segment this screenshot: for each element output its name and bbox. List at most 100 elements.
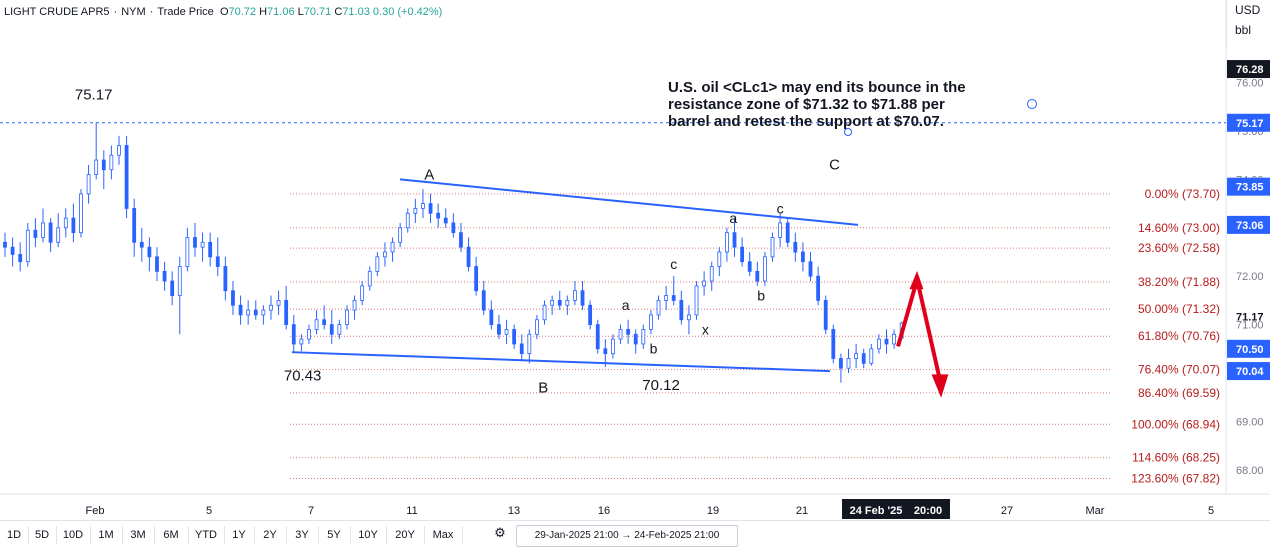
wave-label: A	[424, 166, 434, 183]
fib-level-label: 114.60% (68.25)	[1132, 451, 1220, 465]
arrow-down-head	[931, 374, 949, 398]
time-tick-label: 27	[1001, 505, 1013, 517]
candle-body	[177, 266, 182, 296]
candle-body	[603, 348, 608, 355]
candle-body	[33, 229, 38, 238]
range-button-max[interactable]: Max	[424, 526, 463, 544]
candle-body	[375, 256, 380, 272]
candle-body	[132, 208, 137, 243]
candle-body	[208, 241, 213, 258]
candle-body	[535, 319, 539, 335]
range-button-5y[interactable]: 5Y	[318, 526, 351, 544]
range-button-10d[interactable]: 10D	[56, 526, 91, 544]
candle-body	[253, 309, 258, 316]
candle-body	[557, 299, 562, 306]
wave-label: B	[538, 379, 548, 396]
candle-body	[291, 324, 296, 345]
candle-body	[656, 299, 661, 316]
candle-body	[170, 280, 175, 296]
price-label: 73.85	[1236, 182, 1264, 194]
candle-body	[801, 251, 805, 263]
annotation-text-line: barrel and retest the support at $70.07.	[668, 113, 944, 130]
range-button-20y[interactable]: 20Y	[386, 526, 425, 544]
range-button-10y[interactable]: 10Y	[350, 526, 387, 544]
candle-body	[808, 261, 813, 277]
candle-body	[763, 256, 767, 282]
fib-level-label: 86.40% (69.59)	[1138, 386, 1220, 400]
candle-body	[770, 237, 775, 258]
candle-body	[823, 299, 828, 330]
candle-body	[892, 333, 897, 345]
candle-body	[155, 256, 159, 272]
date-range-selector[interactable]: 29-Jan-2025 21:00 → 24-Feb-2025 21:00	[516, 525, 738, 547]
quantity-unit[interactable]: bbl	[1235, 23, 1252, 37]
time-tick-label: 5	[1208, 505, 1214, 517]
candle-body	[481, 290, 486, 311]
candle-body	[633, 333, 638, 345]
candle-body	[573, 290, 577, 301]
candle-body	[109, 154, 114, 171]
price-label: 71.17	[1236, 311, 1264, 323]
candle-body	[345, 309, 349, 325]
time-cursor-bg	[842, 499, 910, 519]
candle-body	[755, 270, 760, 282]
range-button-6m[interactable]: 6M	[154, 526, 189, 544]
price-label-bg	[1227, 177, 1270, 196]
range-button-5d[interactable]: 5D	[28, 526, 57, 544]
candle-body	[71, 217, 76, 234]
candle-body	[489, 309, 494, 325]
candle-body	[793, 241, 798, 253]
wave-label: C	[829, 157, 840, 174]
range-button-1y[interactable]: 1Y	[224, 526, 255, 544]
annotation-handle-icon	[844, 128, 852, 136]
legend-close-label: C	[334, 6, 343, 18]
price-label-bg	[1227, 215, 1270, 234]
range-button-1m[interactable]: 1M	[90, 526, 123, 544]
wave-label: b	[757, 287, 765, 303]
time-cursor-bg	[906, 499, 950, 519]
wave-label: 70.43	[284, 367, 322, 384]
time-tick-label: 11	[406, 505, 417, 517]
fib-level-label: 23.60% (72.58)	[1138, 241, 1220, 255]
candle-body	[405, 212, 410, 229]
candle-body	[322, 319, 327, 326]
fib-level-label: 0.00% (73.70)	[1145, 187, 1220, 201]
price-label-bg	[1227, 362, 1270, 381]
candle-body	[79, 193, 83, 234]
price-chart[interactable]: 68.0069.0070.0071.0072.0073.0074.0075.00…	[0, 0, 1270, 520]
wave-label: x	[702, 321, 709, 337]
candle-body	[329, 324, 334, 335]
currency-selector[interactable]: USD bbl	[1226, 0, 1270, 48]
candle-body	[816, 275, 821, 301]
candle-body	[466, 246, 471, 267]
candle-body	[709, 266, 714, 282]
candle-body	[436, 212, 441, 219]
chart-legend: LIGHT CRUDE APR5 · NYM · Trade Price O70.72 …	[4, 6, 443, 18]
range-button-3m[interactable]: 3M	[122, 526, 155, 544]
legend-close: 71.03	[342, 6, 370, 18]
currency-unit[interactable]: USD	[1235, 3, 1261, 17]
range-button-1d[interactable]: 1D	[0, 526, 29, 544]
price-label: 70.04	[1236, 366, 1264, 378]
candle-body	[694, 285, 699, 316]
candle-body	[839, 358, 843, 369]
candle-body	[63, 217, 68, 229]
gear-icon[interactable]: ⚙	[494, 525, 506, 540]
time-tick-label: 5	[206, 505, 212, 517]
range-button-ytd[interactable]: YTD	[188, 526, 225, 544]
candle-body	[785, 222, 790, 243]
candle-body	[94, 159, 99, 175]
range-button-3y[interactable]: 3Y	[286, 526, 319, 544]
candle-body	[307, 329, 311, 340]
candle-body	[428, 203, 433, 214]
candle-body	[41, 222, 45, 238]
candle-body	[390, 241, 395, 253]
range-button-2y[interactable]: 2Y	[254, 526, 287, 544]
price-label-bg	[1227, 60, 1270, 79]
price-tick-label: 68.00	[1236, 465, 1264, 477]
candle-body	[276, 299, 281, 306]
legend-symbol: LIGHT CRUDE APR5	[4, 6, 110, 18]
time-tick-label: 24 Feb '25	[850, 505, 903, 517]
bottom-toolbar: 1D 5D 10D 1M 3M 6M YTD 1Y 2Y 3Y 5Y 10Y 20Y Max ⚙ 29-J…	[0, 520, 1270, 550]
candle-body	[580, 290, 585, 306]
